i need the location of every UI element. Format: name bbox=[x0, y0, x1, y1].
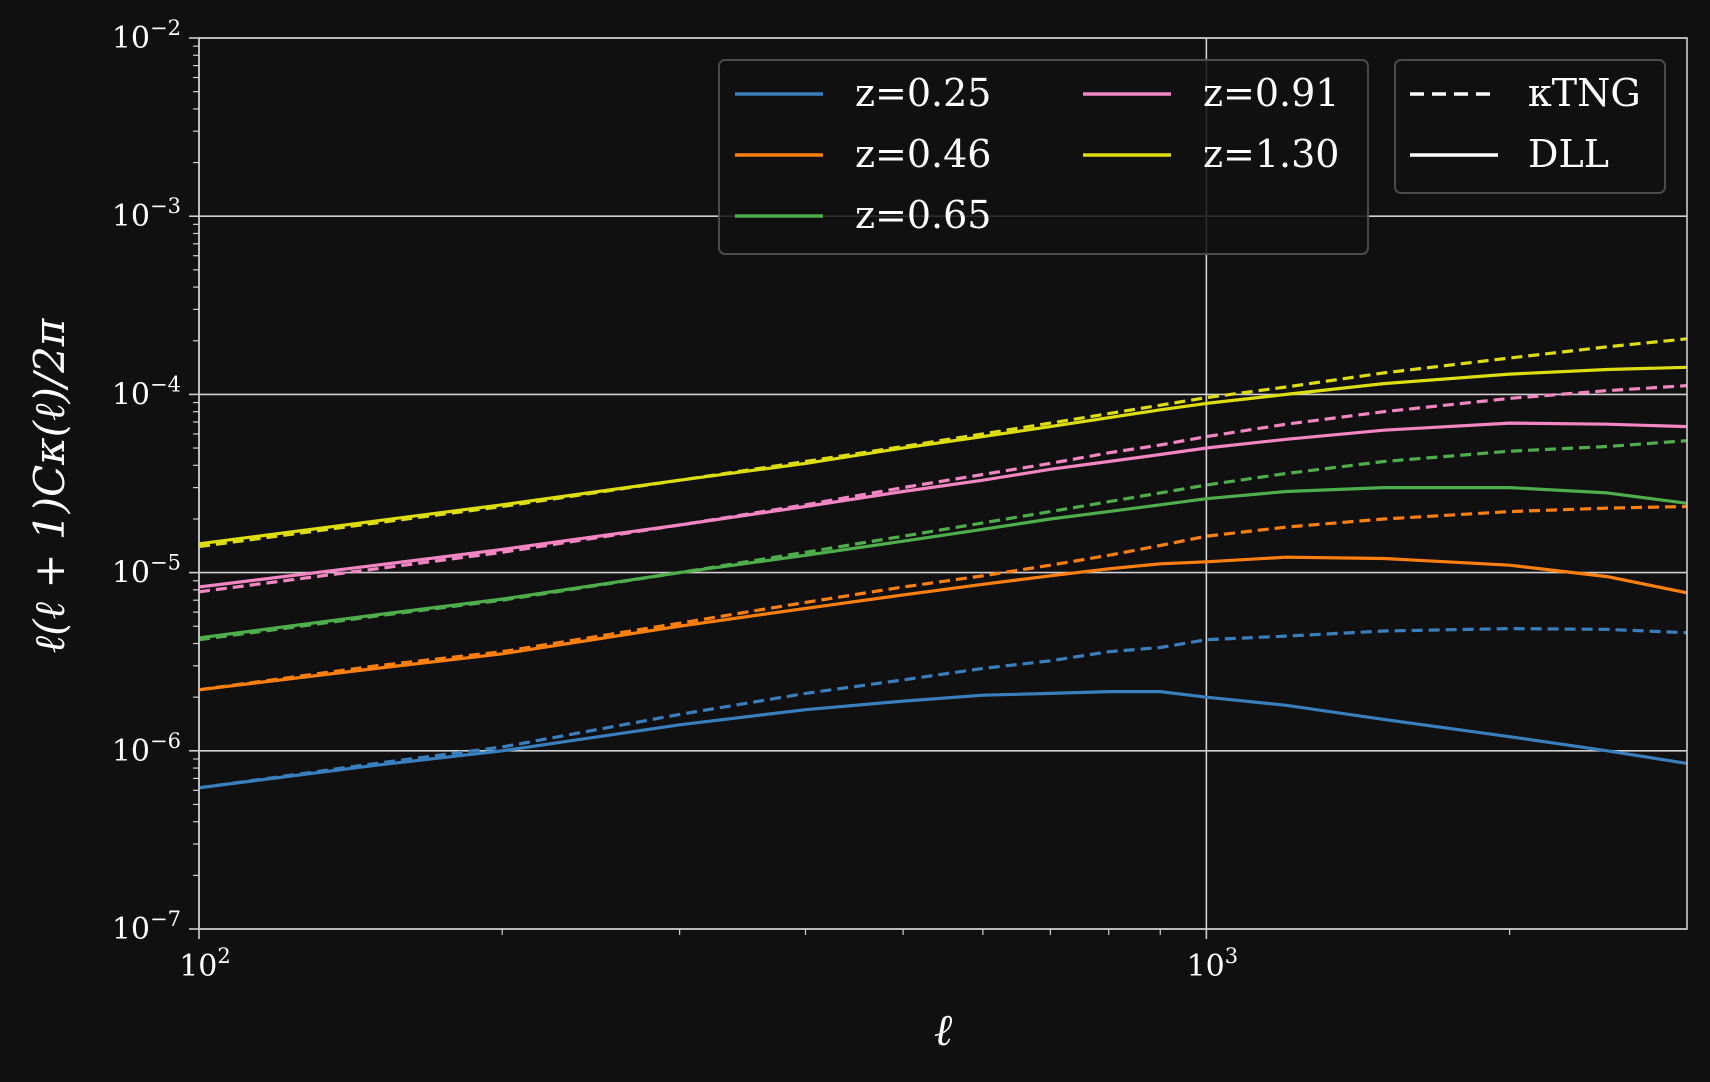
series-z=0.25-dll bbox=[198, 689, 1688, 790]
legend-redshift-frame bbox=[718, 59, 1369, 255]
plot-frame bbox=[198, 37, 1688, 930]
legend-style-label: DLL bbox=[1528, 132, 1609, 176]
minor-ticks bbox=[189, 37, 1511, 939]
x-tick-label: 103 bbox=[1187, 944, 1239, 984]
y-tick-label: 10−6 bbox=[112, 729, 181, 769]
legend-style: κTNG DLL bbox=[1394, 59, 1666, 194]
x-axis-label: ℓ bbox=[934, 1005, 953, 1056]
legend-label: z=0.25 bbox=[855, 71, 991, 115]
series-z=0.46-ktng bbox=[198, 504, 1688, 692]
legend-label: z=0.65 bbox=[855, 193, 991, 237]
series-lines bbox=[198, 337, 1688, 790]
y-tick-label: 10−4 bbox=[112, 372, 181, 412]
y-axis-label: ℓ(ℓ + 1)Cκ(ℓ)/2π bbox=[25, 317, 74, 653]
series-z=0.91-dll bbox=[198, 421, 1688, 589]
y-tick-label: 10−7 bbox=[112, 907, 181, 947]
series-z=0.25-ktng bbox=[198, 626, 1688, 790]
series-z=0.46-dll bbox=[198, 555, 1688, 692]
y-tick-label: 10−3 bbox=[112, 194, 181, 234]
legend-redshift: z=0.25 z=0.46 z=0.65 z=0.91 z=1.30 bbox=[718, 59, 1369, 255]
y-tick-labels: 10−7 10−6 10−5 10−4 10−3 10−2 bbox=[112, 16, 181, 947]
x-tick-labels: 102 103 bbox=[179, 944, 1238, 984]
legend-label: z=0.46 bbox=[855, 132, 991, 176]
legend-label: z=0.91 bbox=[1203, 71, 1339, 115]
series-z=0.65-dll bbox=[198, 486, 1688, 640]
legend-style-label: κTNG bbox=[1528, 71, 1641, 115]
y-tick-label: 10−5 bbox=[112, 551, 181, 591]
y-tick-label: 10−2 bbox=[112, 16, 181, 56]
series-z=1.30-dll bbox=[198, 365, 1688, 546]
x-tick-label: 102 bbox=[179, 944, 231, 984]
legend-label: z=1.30 bbox=[1203, 132, 1339, 176]
